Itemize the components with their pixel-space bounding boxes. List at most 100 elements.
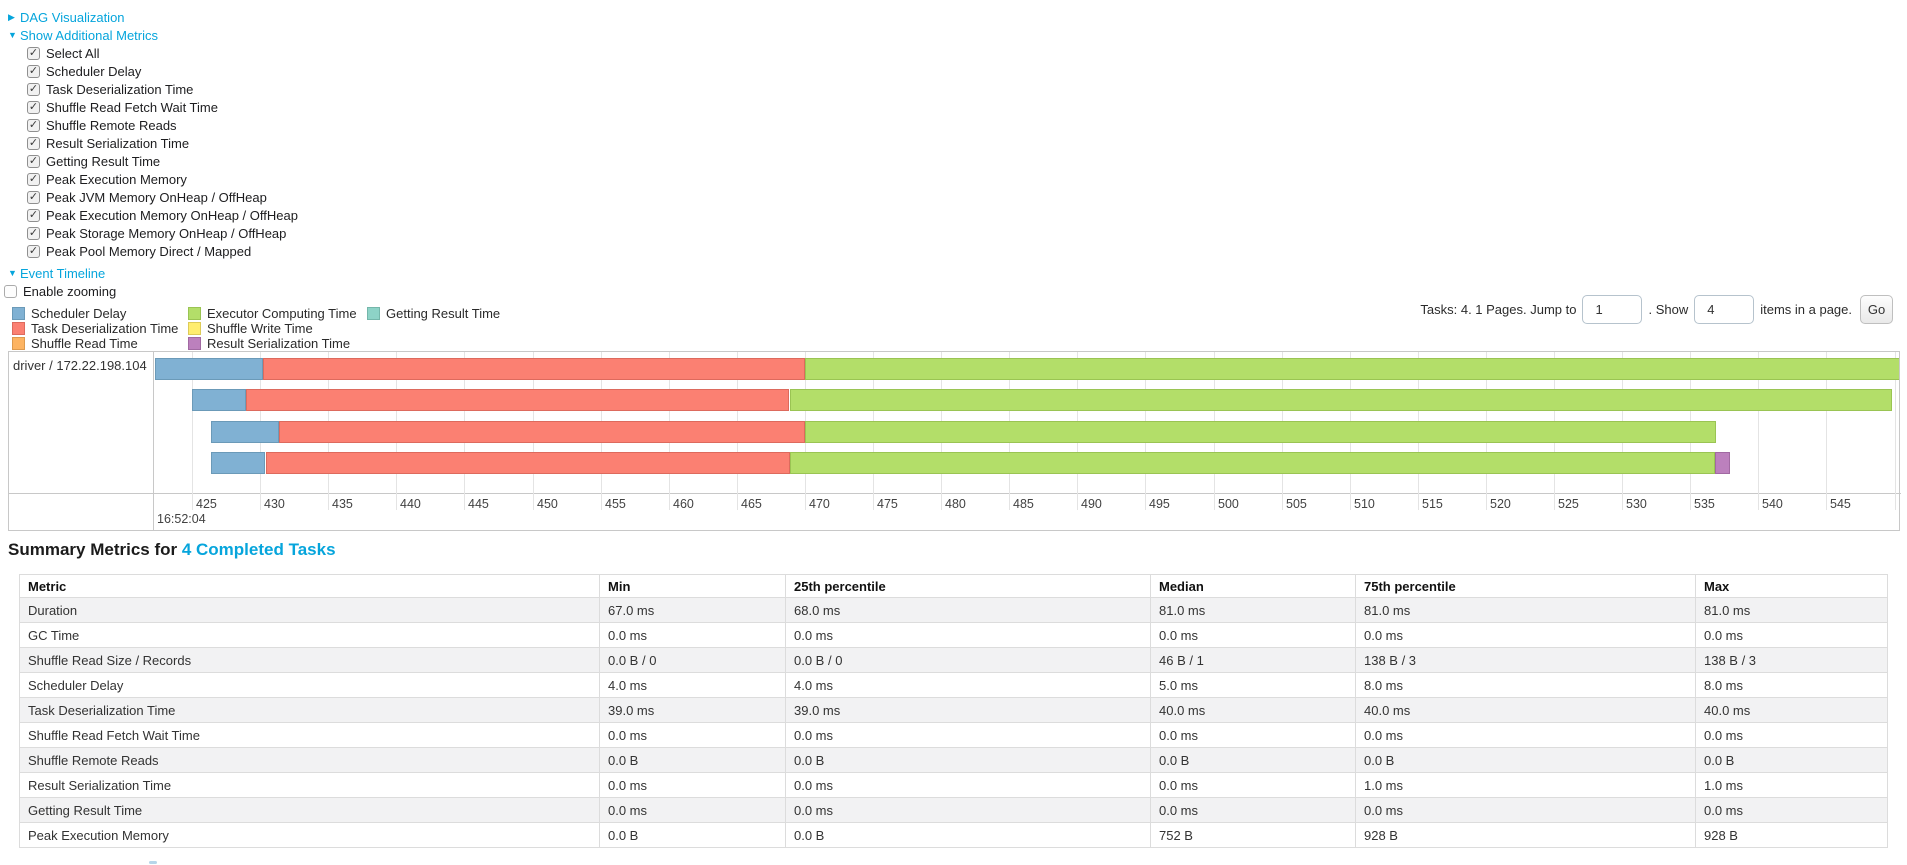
metric-name-cell: Peak Execution Memory [19,822,600,848]
summary-column-header: Max [1695,574,1888,598]
metric-value-cell: 40.0 ms [1150,697,1356,723]
metric-value-cell: 0.0 ms [599,772,786,798]
axis-tick-label: 495 [1149,497,1170,511]
summary-column-header: 25th percentile [785,574,1151,598]
pager-prefix-text: Tasks: 4. 1 Pages. Jump to [1420,301,1577,317]
summary-heading-text: Summary Metrics for [8,540,182,559]
dag-visualization-toggle[interactable]: ▶ DAG Visualization [8,8,125,26]
metric-checkbox-label: Task Deserialization Time [46,81,194,97]
table-row: Duration 67.0 ms 68.0 ms 81.0 ms 81.0 ms 81.0… [19,597,1888,623]
checked-checkbox[interactable]: ✓ [27,244,40,258]
metric-value-cell: 0.0 ms [1695,622,1888,648]
metric-value-cell: 68.0 ms [785,597,1151,623]
checked-checkbox[interactable]: ✓ [27,190,40,204]
metric-value-cell: 0.0 ms [599,797,786,823]
metric-value-cell: 40.0 ms [1355,697,1696,723]
task-bar-segment[interactable] [211,452,265,474]
metric-checkbox-row: ✓ Peak Storage Memory OnHeap / OffHeap [27,224,286,242]
metric-value-cell: 0.0 B [1355,747,1696,773]
task-bar-segment[interactable] [790,452,1715,474]
executor-label-column: driver / 172.22.198.104 [9,352,154,530]
metric-checkbox-label: Getting Result Time [46,153,161,169]
event-timeline-toggle[interactable]: ▼ Event Timeline [8,264,105,282]
metric-value-cell: 0.0 B [1695,747,1888,773]
task-bar-segment[interactable] [192,389,246,411]
completed-tasks-link[interactable]: 4 Completed Tasks [181,540,336,559]
metric-value-cell: 39.0 ms [785,697,1151,723]
checked-checkbox[interactable]: ✓ [27,46,40,60]
metric-value-cell: 0.0 ms [1150,722,1356,748]
summary-column-header: Metric [19,574,600,598]
task-bar-segment[interactable] [279,421,805,443]
axis-tick-label: 510 [1354,497,1375,511]
table-row: GC Time 0.0 ms 0.0 ms 0.0 ms 0.0 ms 0.0 ms [19,622,1888,648]
metric-checkbox-label: Peak JVM Memory OnHeap / OffHeap [46,189,267,205]
task-bar-segment[interactable] [1715,452,1730,474]
table-row: Shuffle Read Size / Records 0.0 B / 0 0.0 … [19,647,1888,673]
axis-tick-label: 500 [1218,497,1239,511]
metric-name-cell: Shuffle Read Size / Records [19,647,600,673]
axis-tick-label: 490 [1081,497,1102,511]
checked-checkbox[interactable]: ✓ [27,226,40,240]
axis-tick-label: 535 [1694,497,1715,511]
metric-checkbox-row: ✓ Task Deserialization Time [27,80,193,98]
metric-name-cell: Shuffle Remote Reads [19,747,600,773]
show-additional-metrics-link[interactable]: Show Additional Metrics [20,27,159,43]
metric-value-cell: 0.0 B [599,822,786,848]
task-bar-segment[interactable] [211,421,279,443]
legend-item: Getting Result Time [367,306,500,321]
metric-checkbox-row: ✓ Shuffle Read Fetch Wait Time [27,98,218,116]
legend-swatch-icon [188,322,201,335]
legend-swatch-icon [12,322,25,335]
metric-name-cell: Getting Result Time [19,797,600,823]
checked-checkbox[interactable]: ✓ [27,172,40,186]
metric-value-cell: 0.0 ms [785,622,1151,648]
metric-value-cell: 138 B / 3 [1695,647,1888,673]
metric-value-cell: 0.0 ms [785,772,1151,798]
pager-mid-text: . Show [1648,301,1689,317]
metric-name-cell: Shuffle Read Fetch Wait Time [19,722,600,748]
axis-gridline [192,352,193,510]
enable-zooming-checkbox[interactable] [4,284,17,298]
metric-value-cell: 81.0 ms [1355,597,1696,623]
metric-value-cell: 0.0 ms [1355,797,1696,823]
axis-major-time-label: 16:52:04 [157,512,206,526]
metric-value-cell: 928 B [1355,822,1696,848]
task-bar-segment[interactable] [790,389,1892,411]
checked-checkbox[interactable]: ✓ [27,136,40,150]
checked-checkbox[interactable]: ✓ [27,100,40,114]
summary-column-header: Min [599,574,786,598]
go-button[interactable]: Go [1860,294,1893,324]
metric-value-cell: 81.0 ms [1150,597,1356,623]
metric-value-cell: 67.0 ms [599,597,786,623]
enable-zooming-label: Enable zooming [23,283,117,299]
checked-checkbox[interactable]: ✓ [27,154,40,168]
legend-swatch-icon [367,307,380,320]
metric-checkbox-label: Peak Execution Memory [46,171,187,187]
event-timeline-link[interactable]: Event Timeline [20,265,106,281]
legend-label: Getting Result Time [386,306,501,321]
timeline-plot-area: 425 430 435 440 445 450 455 460 465 470 475 480 485 4… [155,352,1899,530]
metric-checkbox-label: Peak Storage Memory OnHeap / OffHeap [46,225,287,241]
metric-checkbox-label: Scheduler Delay [46,63,142,79]
checked-checkbox[interactable]: ✓ [27,64,40,78]
axis-tick-label: 525 [1558,497,1579,511]
task-bar-segment[interactable] [805,421,1716,443]
task-bar-segment[interactable] [246,389,789,411]
metric-value-cell: 4.0 ms [785,672,1151,698]
task-bar-segment[interactable] [263,358,805,380]
show-additional-metrics-toggle[interactable]: ▼ Show Additional Metrics [8,26,158,44]
collapsed-arrow-icon: ▶ [8,11,15,22]
axis-tick-label: 460 [673,497,694,511]
task-bar-segment[interactable] [805,358,1899,380]
checked-checkbox[interactable]: ✓ [27,118,40,132]
dag-visualization-link[interactable]: DAG Visualization [20,9,125,25]
metric-value-cell: 0.0 ms [785,797,1151,823]
metric-value-cell: 138 B / 3 [1355,647,1696,673]
checked-checkbox[interactable]: ✓ [27,82,40,96]
task-bar-segment[interactable] [266,452,790,474]
task-bar-segment[interactable] [155,358,263,380]
jump-to-page-input[interactable] [1582,294,1643,324]
checked-checkbox[interactable]: ✓ [27,208,40,222]
items-per-page-input[interactable] [1694,294,1755,324]
